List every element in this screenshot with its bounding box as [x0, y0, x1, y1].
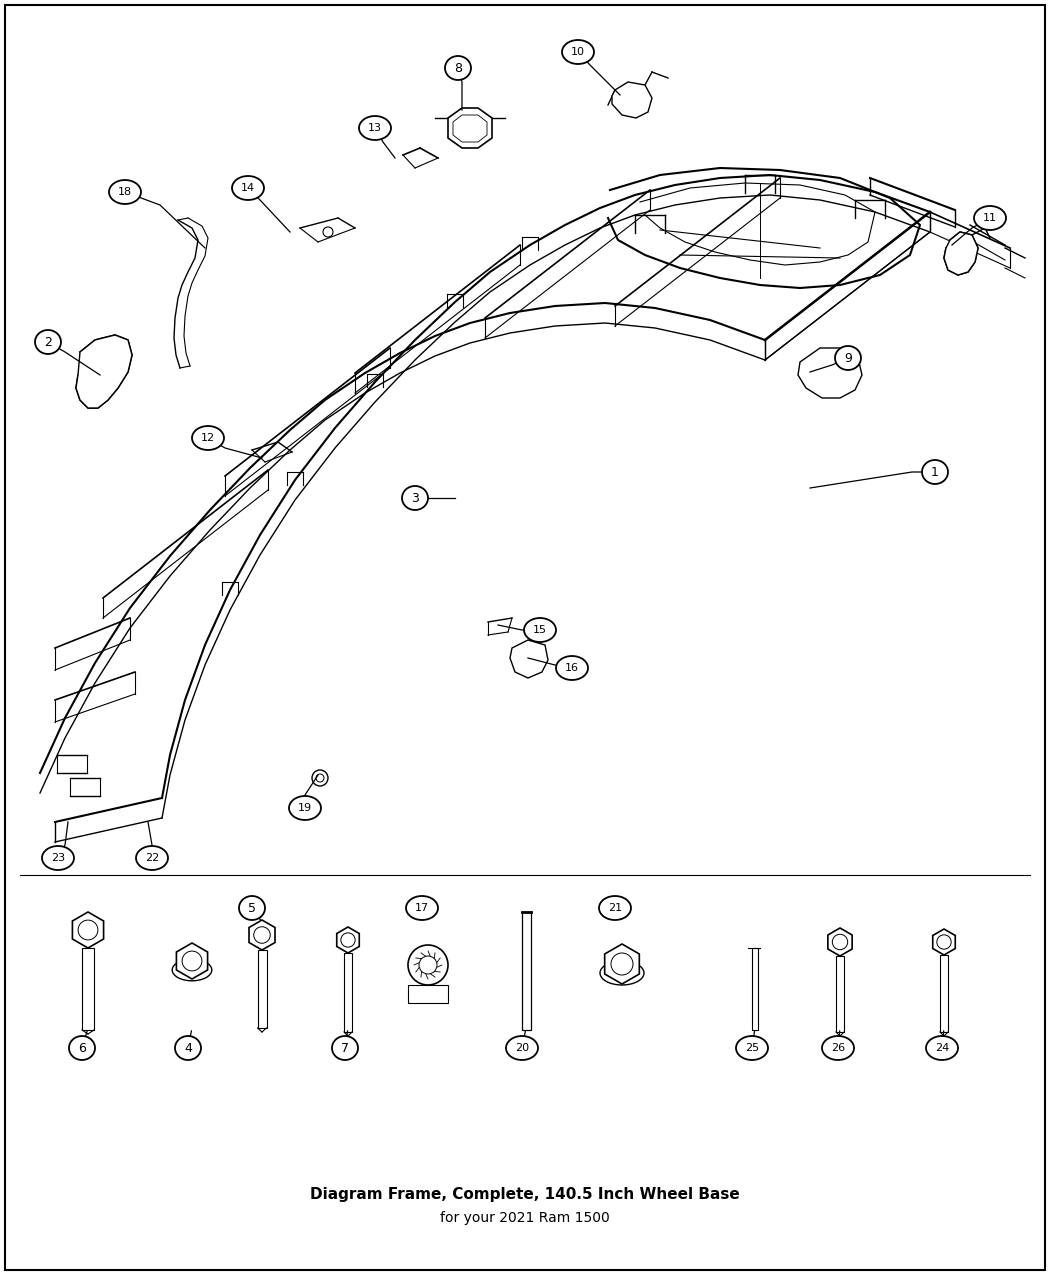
Text: 23: 23: [51, 853, 65, 863]
Ellipse shape: [406, 896, 438, 921]
Text: for your 2021 Ram 1500: for your 2021 Ram 1500: [440, 1211, 610, 1225]
Ellipse shape: [822, 1037, 854, 1060]
Ellipse shape: [598, 896, 631, 921]
Polygon shape: [605, 944, 639, 984]
Ellipse shape: [562, 40, 594, 64]
Ellipse shape: [172, 959, 212, 980]
Polygon shape: [249, 921, 275, 950]
Circle shape: [408, 945, 448, 986]
Polygon shape: [932, 929, 956, 955]
Ellipse shape: [402, 486, 428, 510]
Bar: [940, 955, 948, 1031]
Text: 6: 6: [78, 1042, 86, 1054]
Text: 15: 15: [533, 625, 547, 635]
Text: 16: 16: [565, 663, 579, 673]
Bar: [257, 950, 267, 1028]
Ellipse shape: [524, 618, 557, 643]
Text: 4: 4: [184, 1042, 192, 1054]
Bar: [522, 912, 531, 1030]
Text: Diagram Frame, Complete, 140.5 Inch Wheel Base: Diagram Frame, Complete, 140.5 Inch Whee…: [310, 1187, 740, 1202]
Polygon shape: [827, 928, 853, 956]
Polygon shape: [798, 348, 862, 398]
Ellipse shape: [69, 1037, 94, 1060]
Polygon shape: [337, 927, 359, 952]
Circle shape: [341, 933, 355, 947]
Text: 12: 12: [201, 434, 215, 442]
Ellipse shape: [445, 56, 471, 80]
Polygon shape: [453, 115, 487, 142]
Ellipse shape: [359, 116, 391, 140]
Circle shape: [78, 921, 98, 940]
Ellipse shape: [109, 180, 141, 204]
Text: 3: 3: [411, 491, 419, 505]
Ellipse shape: [136, 847, 168, 870]
Text: 19: 19: [298, 803, 312, 813]
Circle shape: [937, 935, 951, 949]
Text: 20: 20: [514, 1043, 529, 1053]
Ellipse shape: [239, 896, 265, 921]
Ellipse shape: [506, 1037, 538, 1060]
Text: 21: 21: [608, 903, 622, 913]
Ellipse shape: [332, 1037, 358, 1060]
Text: 10: 10: [571, 47, 585, 57]
Text: 18: 18: [118, 187, 132, 198]
Polygon shape: [76, 335, 132, 408]
Ellipse shape: [192, 426, 224, 450]
Circle shape: [419, 956, 437, 974]
Ellipse shape: [835, 346, 861, 370]
Bar: [752, 949, 758, 1030]
Circle shape: [611, 952, 633, 975]
Ellipse shape: [232, 176, 264, 200]
Polygon shape: [510, 640, 548, 678]
Ellipse shape: [922, 460, 948, 484]
Text: 11: 11: [983, 213, 998, 223]
Bar: [344, 952, 352, 1031]
Polygon shape: [176, 944, 208, 979]
Text: 5: 5: [248, 901, 256, 914]
Ellipse shape: [35, 330, 61, 354]
Ellipse shape: [42, 847, 74, 870]
Circle shape: [316, 774, 324, 782]
Text: 9: 9: [844, 352, 852, 365]
Circle shape: [323, 227, 333, 237]
Polygon shape: [612, 82, 652, 119]
Bar: [836, 956, 844, 1031]
Polygon shape: [944, 232, 978, 275]
Ellipse shape: [289, 796, 321, 820]
Text: 22: 22: [145, 853, 160, 863]
Text: 13: 13: [368, 122, 382, 133]
Text: 7: 7: [341, 1042, 349, 1054]
Text: 24: 24: [934, 1043, 949, 1053]
Circle shape: [254, 927, 270, 944]
Polygon shape: [72, 912, 104, 949]
Circle shape: [312, 770, 328, 785]
Bar: [408, 986, 448, 1003]
Text: 2: 2: [44, 335, 51, 348]
Bar: [82, 949, 94, 1030]
Ellipse shape: [736, 1037, 768, 1060]
Ellipse shape: [926, 1037, 958, 1060]
Text: 17: 17: [415, 903, 429, 913]
Ellipse shape: [600, 961, 644, 986]
Text: 26: 26: [831, 1043, 845, 1053]
Circle shape: [833, 935, 847, 950]
Polygon shape: [448, 108, 492, 148]
Circle shape: [182, 951, 202, 970]
Ellipse shape: [556, 657, 588, 680]
Ellipse shape: [175, 1037, 201, 1060]
Ellipse shape: [974, 207, 1006, 230]
Text: 25: 25: [744, 1043, 759, 1053]
Text: 14: 14: [240, 184, 255, 193]
Text: 1: 1: [931, 465, 939, 478]
Text: 8: 8: [454, 61, 462, 74]
